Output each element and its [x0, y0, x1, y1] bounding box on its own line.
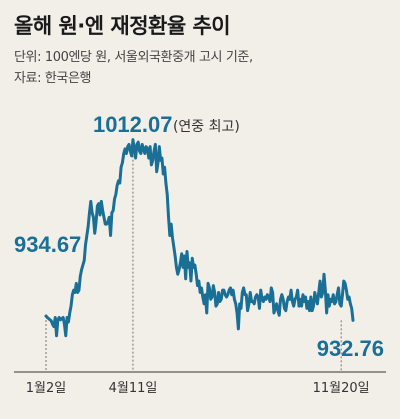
start-value-label: 934.67 [14, 232, 81, 257]
x-tick-label-0: 1월2일 [26, 381, 66, 396]
x-tick-label-1: 4월11일 [109, 381, 158, 396]
unit-note: 단위: 100엔당 원, 서울외국환중개 고시 기준, [14, 50, 253, 65]
series-line [44, 138, 355, 338]
end-value-label: 932.76 [317, 336, 384, 361]
peak-note: (연중 최고) [173, 119, 240, 135]
source-note: 자료: 한국은행 [14, 71, 92, 86]
chart-title: 올해 원·엔 재정환율 추이 [14, 14, 231, 38]
peak-value-label: 1012.07 [93, 112, 173, 137]
x-tick-label-2: 11월20일 [313, 381, 370, 396]
